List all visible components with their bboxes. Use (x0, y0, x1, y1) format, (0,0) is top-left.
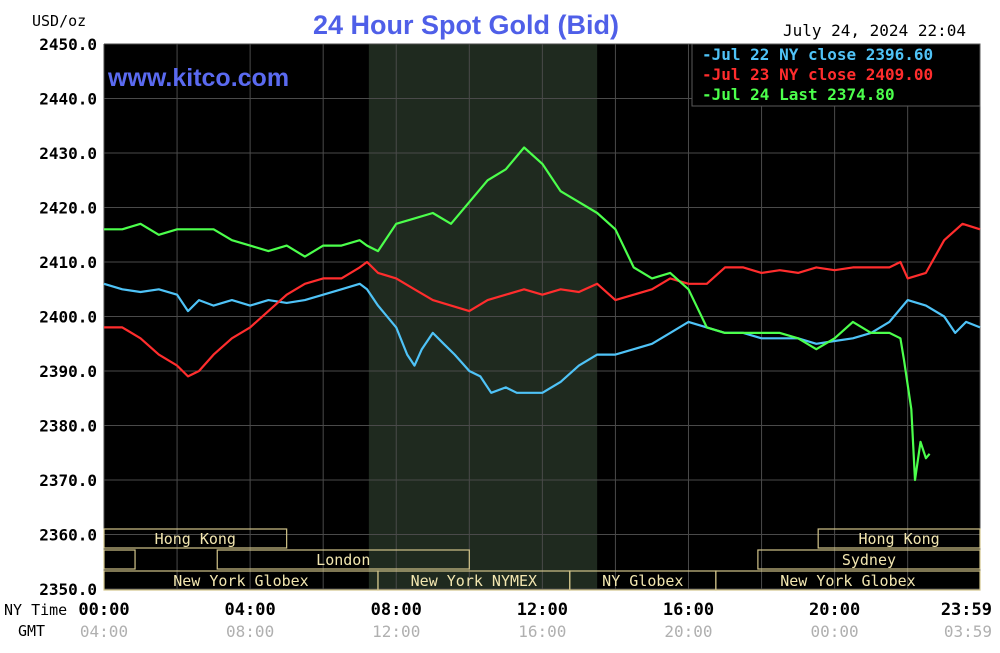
watermark: www.kitco.com (107, 64, 289, 92)
y-tick-label: 2380.0 (39, 417, 97, 436)
session-box (216, 549, 470, 570)
x-tick-label-gmt: 04:00 (80, 622, 128, 641)
series-line (104, 146, 931, 482)
x-tick-label-ny: 16:00 (663, 600, 714, 620)
session-label: New York Globex (173, 572, 308, 590)
session-label: London (316, 551, 370, 569)
x-tick-label-ny: 12:00 (517, 600, 568, 620)
x-tick-label-gmt: 03:59 (944, 622, 992, 641)
session-box (817, 528, 981, 549)
y-tick-label: 2450.0 (39, 35, 97, 54)
y-axis-label: USD/oz (32, 12, 86, 30)
y-tick-label: 2390.0 (39, 362, 97, 381)
y-tick-label: 2440.0 (39, 90, 97, 109)
x-tick-label-gmt: 08:00 (226, 622, 274, 641)
x-axis-label-gmt: GMT (18, 622, 45, 640)
session-box (757, 549, 981, 570)
session-box (103, 549, 136, 570)
x-tick-label-ny: 04:00 (225, 600, 276, 620)
x-tick-label-gmt: 12:00 (372, 622, 420, 641)
x-tick-label-ny: 23:59 (941, 600, 992, 620)
x-tick-label-gmt: 00:00 (811, 622, 859, 641)
y-tick-label: 2420.0 (39, 199, 97, 218)
y-tick-label: 2400.0 (39, 308, 97, 327)
x-tick-label-ny: 00:00 (78, 600, 129, 620)
legend: -Jul 22 NY close 2396.60-Jul 23 NY close… (691, 43, 981, 107)
legend-box (691, 43, 981, 107)
session-label: Hong Kong (155, 530, 236, 548)
y-tick-label: 2350.0 (39, 580, 97, 599)
x-tick-label-ny: 20:00 (809, 600, 860, 620)
y-tick-label: 2370.0 (39, 471, 97, 490)
session-label: NY Globex (602, 572, 683, 590)
legend-entry: -Jul 24 Last 2374.80 (702, 85, 895, 104)
y-tick-label: 2430.0 (39, 144, 97, 163)
session-box (715, 570, 981, 591)
chart-title: 24 Hour Spot Gold (Bid) (313, 10, 619, 40)
legend-entry: -Jul 22 NY close 2396.60 (702, 45, 933, 64)
grid-lines (103, 43, 981, 590)
session-label: Sydney (842, 551, 896, 569)
y-tick-label: 2410.0 (39, 253, 97, 272)
x-tick-label-ny: 08:00 (371, 600, 422, 620)
session-boxes: Hong Kong London New York Globex New York N… (103, 528, 981, 591)
session-label: Hong Kong (858, 530, 939, 548)
series-line (104, 222, 981, 378)
session-label: New York NYMEX (411, 572, 537, 590)
series-lines (103, 146, 981, 482)
x-tick-label-gmt: 20:00 (664, 622, 712, 641)
x-axis-label-ny: NY Time (4, 601, 67, 619)
session-box (103, 528, 288, 549)
y-tick-labels: 2450.0 2440.0 2430.0 2420.0 2410.0 2400.0 2390… (39, 35, 97, 599)
legend-entry: -Jul 23 NY close 2409.00 (702, 65, 933, 84)
timestamp: July 24, 2024 22:04 (783, 21, 966, 40)
x-tick-label-gmt: 16:00 (518, 622, 566, 641)
x-tick-labels: 00:00 04:00 04:00 08:00 08:00 12:00 12:00 16:00… (78, 600, 992, 641)
y-tick-label: 2360.0 (39, 526, 97, 545)
session-label: New York Globex (780, 572, 915, 590)
